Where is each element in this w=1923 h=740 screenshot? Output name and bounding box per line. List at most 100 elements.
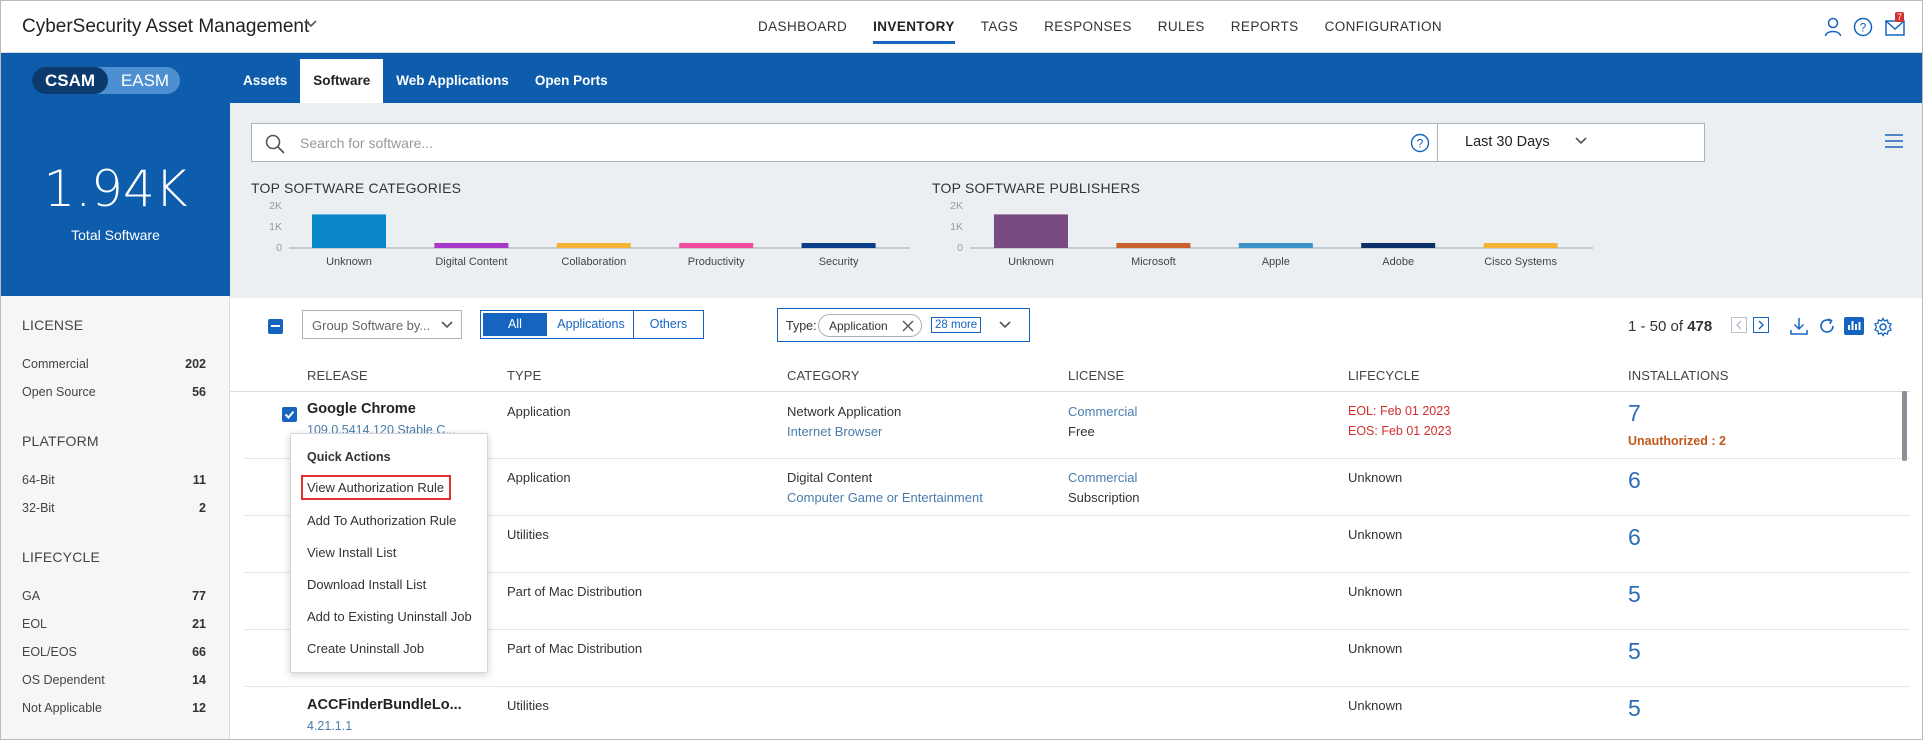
filter-item[interactable]: GA 77 xyxy=(22,589,206,603)
app-title[interactable]: CyberSecurity Asset Management xyxy=(22,16,310,37)
column-license[interactable]: LICENSE xyxy=(1068,368,1125,383)
menu-item-create-uninstall-job[interactable]: Create Uninstall Job xyxy=(307,641,425,656)
bar-unknown[interactable] xyxy=(312,214,386,248)
quick-actions-menu: Quick Actions View Authorization Rule Ad… xyxy=(290,433,488,673)
filter-item[interactable]: Commercial 202 xyxy=(22,357,206,371)
bar-digital-content[interactable] xyxy=(434,243,509,248)
installations-count[interactable]: 6 xyxy=(1628,524,1641,550)
column-installations[interactable]: INSTALLATIONS xyxy=(1628,368,1729,383)
module-bar: CSAM EASM Assets Software Web Applicatio… xyxy=(1,53,1922,103)
installations-count[interactable]: 6 xyxy=(1628,467,1641,493)
nav-responses[interactable]: RESPONSES xyxy=(1044,19,1132,34)
bar-collaboration[interactable] xyxy=(556,243,631,248)
date-range-select[interactable]: Last 30 Days xyxy=(1437,123,1599,162)
nav-tags[interactable]: TAGS xyxy=(980,19,1019,34)
filter-item[interactable]: EOL/EOS 66 xyxy=(22,645,206,659)
subcategory-cell[interactable]: Internet Browser xyxy=(787,424,883,439)
column-type[interactable]: TYPE xyxy=(507,368,542,383)
refresh-icon[interactable] xyxy=(1818,317,1836,335)
menu-item-add-to-authorization-rule[interactable]: Add To Authorization Rule xyxy=(307,513,457,528)
chevron-down-icon[interactable] xyxy=(998,320,1012,330)
nav-inventory[interactable]: INVENTORY xyxy=(873,1,955,53)
prev-page-icon[interactable] xyxy=(1731,317,1747,333)
column-category[interactable]: CATEGORY xyxy=(787,368,860,383)
category-cell: Network Application xyxy=(787,404,902,419)
filter-sidebar: 1.94K Total Software LICENSE Commercial 2… xyxy=(1,103,230,739)
table-row[interactable]: Part of Mac Distribution Unknown 5 xyxy=(244,573,1910,630)
segment-all[interactable]: All xyxy=(481,311,549,338)
tab-open-ports[interactable]: Open Ports xyxy=(534,73,608,88)
filter-item[interactable]: EOL 21 xyxy=(22,617,206,631)
bar-unknown[interactable] xyxy=(994,214,1068,248)
installations-count[interactable]: 5 xyxy=(1628,581,1641,607)
bar-productivity[interactable] xyxy=(679,243,754,248)
table-row[interactable]: Utilities Unknown 6 xyxy=(244,516,1910,573)
table-row[interactable]: Part of Mac Distribution Unknown 5 xyxy=(244,630,1910,687)
bar-adobe[interactable] xyxy=(1361,243,1436,248)
help-icon[interactable]: ? xyxy=(1410,133,1430,153)
download-icon[interactable] xyxy=(1790,317,1808,335)
column-release[interactable]: RELEASE xyxy=(307,368,368,383)
license-cell[interactable]: Commercial xyxy=(1068,404,1138,419)
filter-item[interactable]: 32-Bit 2 xyxy=(22,501,206,515)
close-icon[interactable] xyxy=(902,320,914,332)
tab-assets[interactable]: Assets xyxy=(243,73,288,88)
table-row[interactable]: Application Digital Content Computer Gam… xyxy=(244,459,1910,516)
bar-microsoft[interactable] xyxy=(1116,243,1191,248)
toggle-csam[interactable]: CSAM xyxy=(32,67,108,94)
y-tick-label: 1K xyxy=(950,221,963,233)
menu-item-download-install-list[interactable]: Download Install List xyxy=(307,577,427,592)
table-row[interactable]: ACCFinderBundleLo... 4.21.1.1 Utilities … xyxy=(244,687,1910,739)
menu-item-view-authorization-rule[interactable]: View Authorization Rule xyxy=(301,475,452,500)
select-all-checkbox[interactable] xyxy=(268,319,283,334)
chart-view-icon[interactable] xyxy=(1844,317,1864,335)
type-filter[interactable]: Type: Application 28 more xyxy=(777,308,1030,342)
segment-others[interactable]: Others xyxy=(634,311,703,338)
mail-icon[interactable] xyxy=(1885,20,1905,36)
user-icon[interactable] xyxy=(1824,17,1842,37)
filter-item[interactable]: Open Source 56 xyxy=(22,385,206,399)
type-chip[interactable]: Application xyxy=(818,314,922,337)
license-cell[interactable]: Commercial xyxy=(1068,470,1138,485)
nav-dashboard[interactable]: DASHBOARD xyxy=(758,19,848,34)
chevron-down-icon[interactable] xyxy=(304,19,318,29)
filter-item[interactable]: Not Applicable 12 xyxy=(22,701,206,715)
unauthorized-count[interactable]: Unauthorized : 2 xyxy=(1628,434,1726,448)
table-row[interactable]: Google Chrome 109.0.5414.120 Stable C...… xyxy=(244,392,1910,459)
next-page-icon[interactable] xyxy=(1753,317,1769,333)
bar-security[interactable] xyxy=(801,243,876,248)
search-input[interactable]: Search for software... ? Last 30 Days xyxy=(251,123,1705,162)
menu-icon[interactable] xyxy=(1884,134,1904,148)
row-checkbox[interactable] xyxy=(282,407,297,422)
bar-apple[interactable] xyxy=(1238,243,1313,248)
release-name[interactable]: ACCFinderBundleLo... xyxy=(307,697,462,713)
installations-count[interactable]: 5 xyxy=(1628,638,1641,664)
nav-configuration[interactable]: CONFIGURATION xyxy=(1324,19,1443,34)
nav-rules[interactable]: RULES xyxy=(1157,19,1205,34)
table-scrollbar[interactable] xyxy=(1902,391,1907,461)
more-types-badge[interactable]: 28 more xyxy=(931,317,982,333)
nav-reports[interactable]: REPORTS xyxy=(1230,19,1299,34)
subcategory-cell[interactable]: Computer Game or Entertainment xyxy=(787,490,983,505)
installations-count[interactable]: 7 xyxy=(1628,400,1641,426)
installations-count[interactable]: 5 xyxy=(1628,695,1641,721)
tab-web-applications[interactable]: Web Applications xyxy=(396,73,509,88)
column-lifecycle[interactable]: LIFECYCLE xyxy=(1348,368,1420,383)
gear-icon[interactable] xyxy=(1873,317,1893,337)
filter-item[interactable]: 64-Bit 11 xyxy=(22,473,206,487)
group-by-select[interactable]: Group Software by... xyxy=(302,310,462,339)
segment-applications[interactable]: Applications xyxy=(549,311,634,338)
module-toggle[interactable]: CSAM EASM xyxy=(32,67,180,94)
software-kind-segmented: All Applications Others xyxy=(480,310,704,339)
x-tick-label: Adobe xyxy=(1382,256,1414,268)
tab-software[interactable]: Software xyxy=(300,59,384,103)
bar-cisco-systems[interactable] xyxy=(1483,243,1558,248)
release-name[interactable]: Google Chrome xyxy=(307,401,416,417)
menu-item-view-install-list[interactable]: View Install List xyxy=(307,545,397,560)
filter-item[interactable]: OS Dependent 14 xyxy=(22,673,206,687)
toggle-easm[interactable]: EASM xyxy=(120,71,170,90)
chevron-down-icon xyxy=(441,321,453,329)
help-icon[interactable]: ? xyxy=(1853,17,1873,37)
menu-item-add-to-existing-uninstall-job[interactable]: Add to Existing Uninstall Job xyxy=(307,609,472,624)
filter-item-label: EOL/EOS xyxy=(22,645,77,659)
